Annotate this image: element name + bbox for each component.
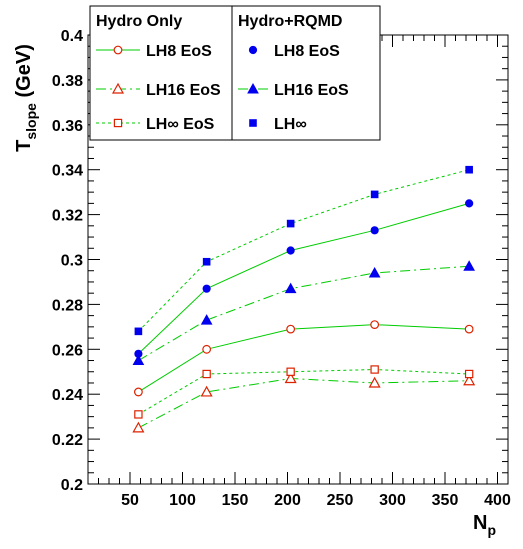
- data-point-3-4: [465, 199, 474, 208]
- data-point-3-3: [370, 226, 379, 235]
- data-point-1-4: [463, 374, 476, 386]
- legend: Hydro Only Hydro+RQMD LH8 EoS LH16 EoS LH∞…: [89, 5, 381, 141]
- data-point-2-4: [464, 369, 474, 379]
- y-tick-label: 0.22: [52, 432, 83, 449]
- series-layer: [132, 165, 476, 433]
- legend-marker-3: [248, 45, 258, 55]
- data-point-5-2: [286, 219, 295, 228]
- data-point-2-0: [134, 410, 143, 419]
- series-line-3: [138, 202, 470, 355]
- data-point-0-0: [133, 387, 143, 397]
- legend-entry-label: LH8 EoS: [274, 43, 340, 60]
- data-point-2-1: [202, 369, 211, 379]
- y-axis-label-sub: slope: [23, 103, 39, 140]
- y-tick-label: 0.4: [61, 28, 83, 45]
- x-tick-label: 400: [484, 492, 511, 509]
- y-tick-label: 0.3: [61, 253, 83, 270]
- data-point-0-4: [464, 324, 474, 334]
- legend-marker-5: [249, 119, 257, 127]
- data-point-5-3: [370, 190, 379, 199]
- data-point-0-1: [202, 344, 212, 354]
- x-tick-label: 100: [169, 492, 196, 509]
- x-axis-label-sub: p: [487, 522, 496, 538]
- y-tick-label: 0.2: [61, 477, 83, 494]
- legend-header-rqmd: Hydro+RQMD: [238, 13, 342, 30]
- x-tick-label: 300: [379, 492, 406, 509]
- legend-entry-label: LH8 EoS: [146, 43, 212, 60]
- data-point-5-4: [465, 165, 473, 174]
- data-point-1-3: [368, 376, 381, 388]
- y-tick-label: 0.36: [52, 118, 83, 135]
- legend-marker-0: [113, 45, 123, 55]
- data-point-2-3: [370, 365, 379, 374]
- y-tick-label: 0.26: [52, 342, 83, 359]
- y-axis-label-unit: (GeV): [13, 44, 35, 103]
- data-point-4-3: [368, 266, 381, 278]
- y-tick-label: 0.28: [52, 297, 83, 314]
- data-point-1-0: [132, 421, 145, 433]
- data-point-1-1: [200, 385, 213, 397]
- legend-header-hydro: Hydro Only: [96, 13, 182, 30]
- data-point-3-2: [286, 246, 295, 255]
- x-axis-label-main: N: [473, 512, 487, 534]
- legend-entry-label: LH16 EoS: [146, 82, 221, 99]
- data-point-4-2: [284, 282, 297, 294]
- series-line-0: [138, 324, 470, 393]
- legend-entry-label: LH∞ EoS: [146, 116, 215, 133]
- data-point-0-2: [286, 324, 296, 334]
- data-point-5-0: [134, 327, 143, 336]
- x-tick-label: 200: [274, 492, 301, 509]
- data-point-5-1: [202, 257, 211, 266]
- data-point-4-1: [200, 314, 213, 325]
- legend-entry-label: LH∞: [274, 116, 307, 133]
- data-point-1-2: [284, 372, 297, 384]
- y-tick-label: 0.32: [52, 208, 83, 225]
- y-tick-label: 0.38: [52, 73, 83, 90]
- legend-entry-label: LH16 EoS: [274, 82, 349, 99]
- legend-items: LH8 EoS LH16 EoS LH∞ EoS LH8 EoS LH16 EoS LH∞: [96, 43, 349, 133]
- data-point-3-1: [202, 284, 211, 293]
- x-tick-label: 250: [327, 492, 354, 509]
- data-point-4-4: [463, 260, 475, 271]
- data-point-0-3: [370, 320, 380, 330]
- x-axis-label: Np: [473, 512, 496, 538]
- x-tick-label: 350: [432, 492, 459, 509]
- legend-marker-1: [111, 82, 125, 94]
- x-tick-label: 50: [121, 492, 139, 509]
- series-line-4: [138, 265, 470, 361]
- legend-box: [89, 5, 381, 141]
- series-line-2: [138, 369, 470, 415]
- data-point-2-2: [286, 367, 295, 376]
- y-tick-label: 0.34: [52, 163, 83, 180]
- legend-marker-2: [113, 118, 123, 128]
- legend-marker-4: [247, 82, 259, 94]
- data-point-4-0: [132, 354, 145, 366]
- series-line-1: [138, 377, 470, 429]
- y-tick-label: 0.24: [52, 387, 83, 404]
- y-axis-label-main: T: [13, 140, 35, 152]
- y-axis-label: Tslope (GeV): [13, 44, 39, 152]
- axis-ticks: 50 100 150 200 250 300 350 400 0.2 0.22 0.24 0.26 0.…: [52, 28, 511, 509]
- x-tick-label: 150: [222, 492, 249, 509]
